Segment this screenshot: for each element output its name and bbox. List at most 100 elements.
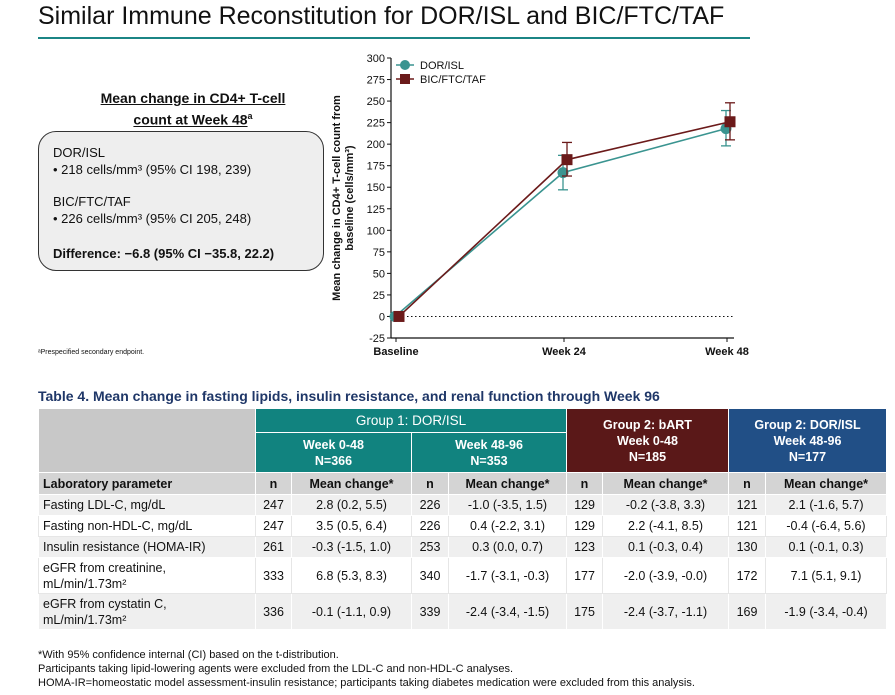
cd4-line-chart: -25 0 25 50 75 100 125 150 175 200 225 250 275 300 Bas… (331, 53, 749, 358)
column-header: n (566, 472, 603, 495)
y-tick-label: 300 (367, 53, 385, 65)
parameter-cell: Fasting non-HDL-C, mg/dL (38, 515, 256, 537)
mean-change-cell: 0.1 (-0.3, 0.4) (602, 536, 729, 558)
summary-group-bic: BIC/FTC/TAF • 226 cells/mm³ (95% CI 205,… (53, 193, 251, 227)
y-tick-label: 250 (367, 96, 385, 108)
column-header: n (728, 472, 766, 495)
mean-change-cell: 2.1 (-1.6, 5.7) (765, 494, 887, 516)
sub-header: Week 0-48 N=366 (255, 432, 412, 473)
column-header: Mean change* (765, 472, 887, 495)
n-cell: 247 (255, 494, 292, 516)
table-footnote: HOMA-IR=homeostatic model assessment-ins… (38, 677, 695, 689)
series-line-0 (394, 127, 727, 318)
y-tick-label: 125 (367, 204, 385, 216)
n-cell: 129 (566, 494, 603, 516)
header-blank (38, 408, 256, 473)
n-cell: 247 (255, 515, 292, 537)
n-cell: 129 (566, 515, 603, 537)
y-tick-label: 50 (373, 268, 385, 280)
parameter-cell: eGFR from cystatin C, mL/min/1.73m² (38, 593, 256, 630)
mean-change-cell: 3.5 (0.5, 6.4) (291, 515, 412, 537)
legend-label: BIC/FTC/TAF (420, 74, 486, 86)
summary-heading-line2: count at Week 48 (133, 111, 248, 128)
y-tick-label: 175 (367, 161, 385, 173)
table-footnote: Participants taking lipid-lowering agent… (38, 663, 514, 675)
page-title: Similar Immune Reconstitution for DOR/IS… (38, 2, 725, 30)
mean-change-cell: 6.8 (5.3, 8.3) (291, 557, 412, 594)
n-cell: 253 (411, 536, 449, 558)
column-header: n (255, 472, 292, 495)
table-row: Fasting LDL-C, mg/dL 247 2.8 (0.2, 5.5) 226… (38, 494, 887, 516)
mean-change-cell: -1.0 (-3.5, 1.5) (448, 494, 567, 516)
mean-change-cell: 7.1 (5.1, 9.1) (765, 557, 887, 594)
summary-group-value: • 226 cells/mm³ (95% CI 205, 248) (53, 211, 252, 226)
y-tick-label: 25 (373, 290, 385, 302)
table-row: Insulin resistance (HOMA-IR) 261 -0.3 (-1.… (38, 536, 887, 558)
sub-header: Week 48-96 N=353 (411, 432, 567, 473)
n-cell: 169 (728, 593, 766, 630)
column-header: Mean change* (448, 472, 567, 495)
y-tick-label: 75 (373, 247, 385, 259)
y-tick-label: 275 (367, 75, 385, 87)
n-cell: 333 (255, 557, 292, 594)
mean-change-cell: -2.0 (-3.9, -0.0) (602, 557, 729, 594)
n-cell: 175 (566, 593, 603, 630)
data-point (557, 167, 569, 179)
column-header: n (411, 472, 449, 495)
mean-change-cell: -1.7 (-3.1, -0.3) (448, 557, 567, 594)
column-header: Mean change* (291, 472, 412, 495)
table-row: eGFR from creatinine, mL/min/1.73m² 333 6.… (38, 557, 887, 594)
parameter-cell: Insulin resistance (HOMA-IR) (38, 536, 256, 558)
mean-change-cell: 2.8 (0.2, 5.5) (291, 494, 412, 516)
y-tick-label: 150 (367, 182, 385, 194)
chart-footnote: ᵃPrespecified secondary endpoint. (38, 349, 145, 356)
summary-group-name: BIC/FTC/TAF (53, 194, 131, 209)
n-cell: 177 (566, 557, 603, 594)
table-row: Fasting non-HDL-C, mg/dL 247 3.5 (0.5, 6.4… (38, 515, 887, 537)
mean-change-cell: 0.3 (0.0, 0.7) (448, 536, 567, 558)
n-cell: 226 (411, 515, 449, 537)
summary-group-value: • 218 cells/mm³ (95% CI 198, 239) (53, 162, 252, 177)
mean-change-cell: -2.4 (-3.4, -1.5) (448, 593, 567, 630)
mean-change-cell: -2.4 (-3.7, -1.1) (602, 593, 729, 630)
x-tick-label: Week 24 (542, 346, 587, 358)
n-cell: 340 (411, 557, 449, 594)
legend-marker (400, 60, 410, 70)
legend-marker (400, 74, 410, 84)
mean-change-cell: -0.4 (-6.4, 5.6) (765, 515, 887, 537)
table-row: eGFR from cystatin C, mL/min/1.73m² 336 -0… (38, 593, 887, 630)
y-axis-label: Mean change in CD4+ T-cell count frombas… (331, 95, 356, 301)
n-cell: 172 (728, 557, 766, 594)
mean-change-cell: -0.1 (-1.1, 0.9) (291, 593, 412, 630)
mean-change-cell: -0.3 (-1.5, 1.0) (291, 536, 412, 558)
x-tick-label: Baseline (373, 346, 418, 358)
n-cell: 121 (728, 515, 766, 537)
summary-group-name: DOR/ISL (53, 145, 106, 160)
lab-table: Group 1: DOR/ISL Group 2: bART Week 0-48… (38, 408, 887, 630)
x-tick-label: Week 48 (705, 346, 749, 358)
n-cell: 261 (255, 536, 292, 558)
summary-box: DOR/ISL • 218 cells/mm³ (95% CI 198, 239… (38, 131, 324, 271)
mean-change-cell: -0.2 (-3.8, 3.3) (602, 494, 729, 516)
y-tick-label: 200 (367, 139, 385, 151)
y-tick-label: -25 (369, 333, 385, 345)
summary-difference: Difference: −6.8 (95% CI −35.8, 22.2) (53, 246, 275, 261)
mean-change-cell: 0.1 (-0.1, 0.3) (765, 536, 887, 558)
n-cell: 121 (728, 494, 766, 516)
mean-change-cell: 0.4 (-2.2, 3.1) (448, 515, 567, 537)
y-tick-label: 0 (379, 311, 385, 323)
parameter-cell: eGFR from creatinine, mL/min/1.73m² (38, 557, 256, 594)
n-cell: 226 (411, 494, 449, 516)
title-divider (38, 37, 750, 39)
y-tick-label: 225 (367, 118, 385, 130)
column-header: Mean change* (602, 472, 729, 495)
n-cell: 339 (411, 593, 449, 630)
group-header: Group 1: DOR/ISL (255, 408, 567, 433)
table-footnote: *With 95% confidence internal (CI) based… (38, 649, 339, 661)
n-cell: 130 (728, 536, 766, 558)
table-caption: Table 4. Mean change in fasting lipids, … (38, 388, 660, 404)
parameter-cell: Fasting LDL-C, mg/dL (38, 494, 256, 516)
data-point (724, 116, 736, 128)
summary-heading: Mean change in CD4+ T-cell count at Week… (40, 89, 346, 129)
mean-change-cell: 2.2 (-4.1, 8.5) (602, 515, 729, 537)
